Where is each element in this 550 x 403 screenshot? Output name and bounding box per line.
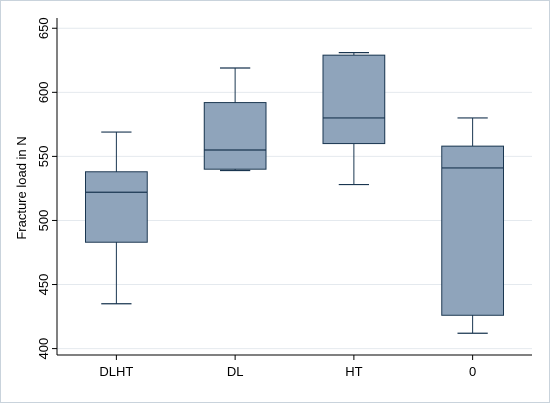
box-cat-2 bbox=[322, 54, 386, 145]
boxes bbox=[85, 51, 504, 334]
y-ticks: 400 450 500 550 600 650 bbox=[36, 17, 57, 359]
x-tick-label-cat-1: DL bbox=[227, 364, 244, 379]
y-tick-label-600: 600 bbox=[36, 81, 51, 103]
box-cat-1 bbox=[203, 102, 267, 170]
y-tick-label-400: 400 bbox=[36, 338, 51, 360]
y-tick-label-650: 650 bbox=[36, 17, 51, 39]
y-tick-label-500: 500 bbox=[36, 210, 51, 232]
y-tick-label-550: 550 bbox=[36, 146, 51, 168]
y-axis-title: Fracture load in N bbox=[14, 136, 29, 239]
box-cat-3 bbox=[441, 145, 504, 316]
axes bbox=[56, 18, 532, 356]
x-tick-label-cat-2: HT bbox=[345, 364, 362, 379]
box-cat-0 bbox=[85, 171, 148, 243]
x-tick-label-cat-0: DLHT bbox=[99, 364, 133, 379]
x-tick-label-cat-3: 0 bbox=[469, 364, 476, 379]
x-ticks: DLHT DL HT 0 bbox=[99, 355, 476, 379]
y-tick-label-450: 450 bbox=[36, 274, 51, 296]
